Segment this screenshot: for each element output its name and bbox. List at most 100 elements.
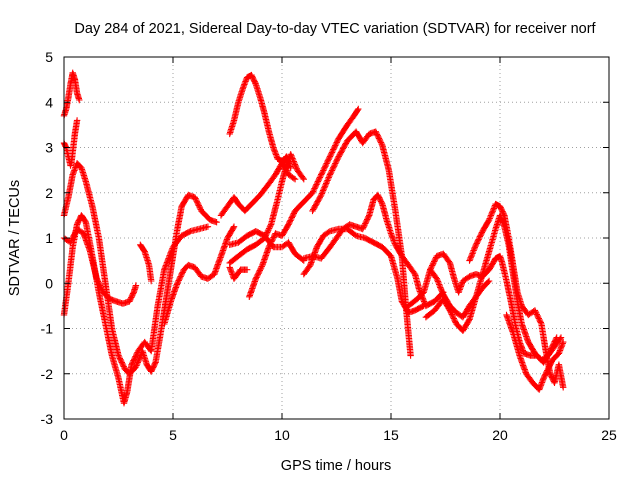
data-point <box>248 296 250 298</box>
data-point <box>423 291 425 293</box>
data-point <box>414 309 416 311</box>
data-point <box>181 205 183 207</box>
data-point <box>69 241 72 244</box>
data-point <box>407 312 410 314</box>
data-point <box>194 196 196 198</box>
data-point <box>549 373 551 375</box>
y-axis-label: SDTVAR / TECUs <box>7 180 23 296</box>
data-point <box>122 303 124 305</box>
data-point <box>76 223 78 226</box>
series-arc-n <box>309 128 414 359</box>
y-tick-label: -2 <box>41 366 54 382</box>
data-point <box>259 194 261 196</box>
data-point <box>139 244 141 246</box>
data-point <box>346 140 348 142</box>
data-point <box>429 269 431 271</box>
data-point <box>396 278 399 280</box>
data-point <box>362 228 364 230</box>
series-arc-j <box>226 151 307 267</box>
data-point <box>468 275 471 278</box>
data-point <box>255 83 257 85</box>
data-point <box>172 246 174 248</box>
data-point <box>294 210 296 212</box>
data-point <box>303 201 305 203</box>
data-point <box>543 361 545 364</box>
data-point <box>322 235 325 237</box>
data-point <box>237 241 239 244</box>
data-point <box>67 196 69 198</box>
data-point <box>375 131 377 133</box>
data-point <box>512 264 514 266</box>
series-markers <box>226 264 251 282</box>
data-point <box>163 309 165 311</box>
data-point <box>510 300 512 302</box>
data-point <box>213 273 216 275</box>
data-point <box>123 402 125 404</box>
data-point <box>237 101 239 103</box>
data-point <box>462 316 464 318</box>
data-point <box>250 203 253 205</box>
data-point <box>390 255 392 257</box>
data-point <box>309 264 311 266</box>
data-point <box>521 305 523 307</box>
data-point <box>141 350 144 352</box>
data-point <box>233 226 235 228</box>
data-point <box>527 341 529 343</box>
data-point <box>277 158 279 160</box>
data-point <box>72 174 74 176</box>
data-point <box>259 97 261 99</box>
data-point <box>540 323 543 325</box>
data-point <box>410 355 412 357</box>
data-point <box>128 300 130 302</box>
data-point <box>362 142 364 144</box>
data-point <box>200 275 202 278</box>
series-arc-p <box>300 225 427 316</box>
x-tick-label: 10 <box>274 427 290 443</box>
data-point <box>239 269 242 271</box>
data-point <box>488 280 490 282</box>
data-point <box>532 382 534 384</box>
data-point <box>207 226 209 228</box>
y-tick-label: 3 <box>45 140 53 156</box>
data-point <box>377 194 379 196</box>
data-point <box>144 341 146 343</box>
data-point <box>521 323 523 325</box>
data-point <box>529 355 532 357</box>
data-point <box>303 178 305 180</box>
data-point <box>246 269 248 271</box>
data-point <box>133 291 135 293</box>
data-point <box>67 97 69 99</box>
data-point <box>562 341 564 343</box>
data-point <box>130 364 133 366</box>
data-point <box>287 174 290 176</box>
y-tick-label: -3 <box>41 411 54 427</box>
data-point <box>523 352 525 354</box>
data-point <box>407 305 410 307</box>
data-point <box>226 205 229 207</box>
data-point <box>294 178 296 180</box>
data-point <box>74 133 76 135</box>
data-point <box>338 137 340 140</box>
data-point <box>499 205 501 207</box>
data-point <box>488 219 490 221</box>
data-point <box>338 155 340 158</box>
data-point <box>229 262 231 264</box>
data-point <box>72 151 74 153</box>
data-point <box>556 336 558 339</box>
y-tick-label: 2 <box>45 185 53 201</box>
data-point <box>316 246 318 248</box>
data-point <box>364 237 366 239</box>
data-point <box>329 246 331 248</box>
data-point <box>338 228 340 230</box>
data-point <box>543 377 545 379</box>
data-point <box>329 174 331 176</box>
data-point <box>263 237 266 239</box>
data-point <box>111 355 113 357</box>
data-point <box>281 246 283 248</box>
data-point <box>534 309 536 311</box>
data-point <box>189 230 192 232</box>
x-axis-label: GPS time / hours <box>281 458 391 474</box>
data-point <box>425 316 427 318</box>
data-point <box>83 232 85 235</box>
